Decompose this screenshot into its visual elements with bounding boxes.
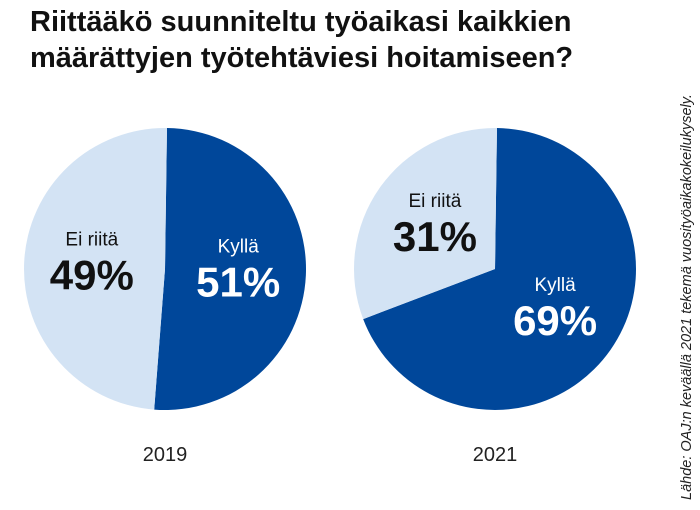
pie-slice-2021-ei-riit	[353, 127, 497, 320]
chart-title-line-2: määrättyjen työtehtäviesi hoitamiseen?	[30, 42, 574, 74]
pie-label-2021-ei-riit: Ei riitä	[409, 191, 462, 212]
pie-value-2021-kyll: 69%	[513, 297, 597, 344]
pie-label-2019-kyll: Kyllä	[218, 236, 260, 257]
chart-title-line-1: Riittääkö suunniteltu työaikasi kaikkien	[30, 6, 572, 38]
pie-value-2021-ei-riit: 31%	[393, 213, 477, 260]
pie-label-2021-kyll: Kyllä	[535, 275, 577, 296]
pie-year-label-2019: 2019	[143, 444, 188, 466]
chart-title: Riittääkö suunniteltu työaikasi kaikkien…	[30, 4, 650, 76]
pie-slice-2019-ei-riit	[24, 127, 167, 410]
pie-value-2019-ei-riit: 49%	[50, 252, 134, 299]
source-note: Lähde: OAJ:n keväällä 2021 tekemä vuosit…	[679, 94, 695, 500]
pie-slice-2019-kyll	[154, 128, 307, 410]
pie-value-2019-kyll: 51%	[196, 258, 280, 305]
pie-label-2019-ei-riit: Ei riitä	[65, 230, 118, 251]
pie-slice-2021-kyll	[363, 128, 636, 410]
pie-year-label-2021: 2021	[473, 444, 518, 466]
